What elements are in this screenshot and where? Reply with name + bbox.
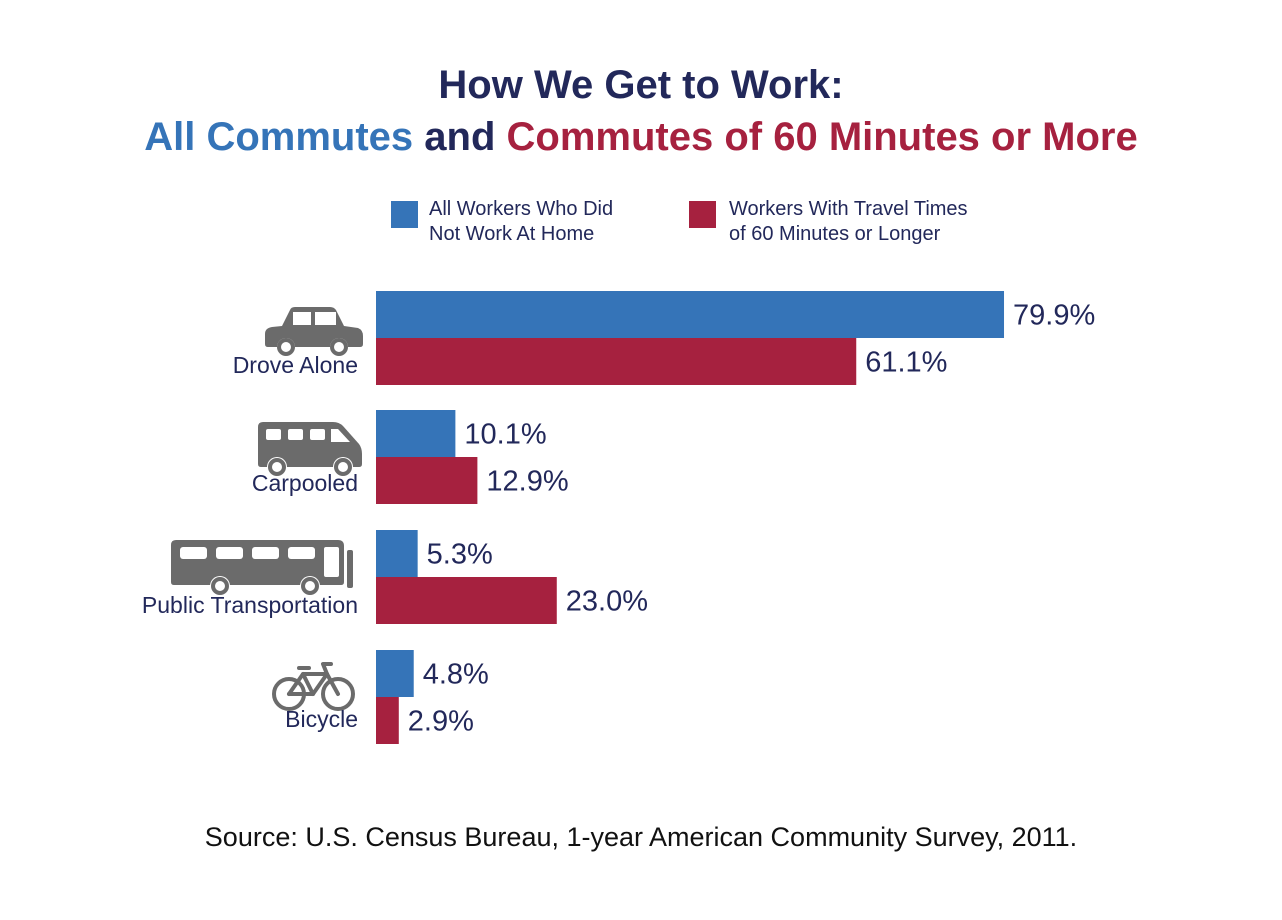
category-label-2: Public Transportation <box>142 592 358 618</box>
legend-long-line2: of 60 Minutes or Longer <box>729 223 941 245</box>
chart-title-line2: All Commutes and Commutes of 60 Minutes … <box>0 115 1282 160</box>
bar-all-1 <box>376 410 456 457</box>
car-icon <box>265 307 363 356</box>
legend-swatch-all <box>391 201 418 228</box>
data-label-all-0: 79.9% <box>1013 300 1095 332</box>
legend-all-line2: Not Work At Home <box>429 223 595 245</box>
category-label-1: Carpooled <box>252 470 358 496</box>
legend-swatch-long <box>689 201 716 228</box>
data-label-long-1: 12.9% <box>486 466 568 498</box>
source-note: Source: U.S. Census Bureau, 1-year Ameri… <box>204 822 1078 852</box>
title-and: and <box>413 115 507 159</box>
bar-long-2 <box>376 577 557 624</box>
bar-long-0 <box>376 338 857 385</box>
legend-label-long: Workers With Travel Times of 60 Minutes … <box>729 197 968 247</box>
category-label-0: Drove Alone <box>233 352 358 378</box>
data-label-all-1: 10.1% <box>464 419 546 451</box>
bar-all-3 <box>376 650 414 697</box>
title-all-commutes: All Commutes <box>144 115 414 159</box>
bicycle-icon <box>272 662 355 711</box>
bar-all-2 <box>376 530 418 577</box>
title-long-commutes: Commutes of 60 Minutes or More <box>506 115 1138 159</box>
bus-icon <box>171 540 353 596</box>
legend-all-line1: All Workers Who Did <box>429 198 614 220</box>
data-label-long-0: 61.1% <box>865 347 947 379</box>
data-label-all-3: 4.8% <box>423 659 489 691</box>
title-text: How We Get to Work: <box>438 63 844 107</box>
legend-label-all: All Workers Who Did Not Work At Home <box>429 197 613 247</box>
chart-title-line1: How We Get to Work: <box>0 63 1282 108</box>
category-label-3: Bicycle <box>285 706 358 732</box>
data-label-long-2: 23.0% <box>566 586 648 618</box>
data-label-all-2: 5.3% <box>427 539 493 571</box>
van-icon <box>258 422 362 477</box>
bar-long-1 <box>376 457 478 504</box>
legend-long-line1: Workers With Travel Times <box>729 198 968 220</box>
bar-long-3 <box>376 697 399 744</box>
data-label-long-3: 2.9% <box>408 706 474 738</box>
bar-all-0 <box>376 291 1005 338</box>
